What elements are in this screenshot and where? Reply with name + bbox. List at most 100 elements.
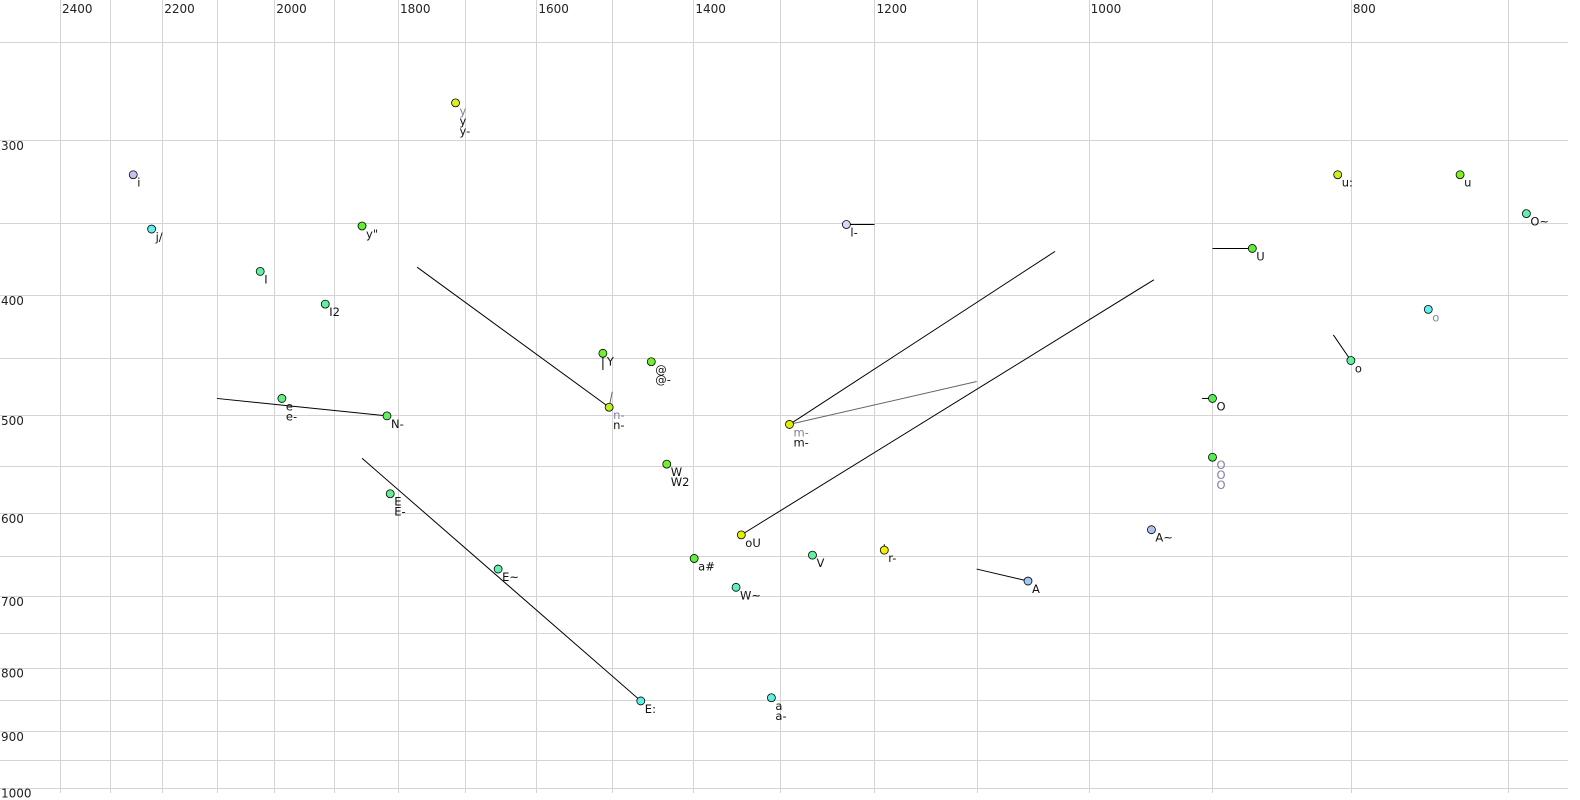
point-label: O	[1216, 458, 1225, 472]
point-label: Y	[606, 354, 615, 368]
trajectory-line	[1332, 334, 1352, 361]
point-marker	[646, 357, 656, 367]
vowel-point: EE-	[385, 489, 406, 519]
vowel-point: OOO	[1208, 452, 1226, 492]
vowel-point: W~	[731, 582, 761, 602]
point-label: y-	[460, 124, 471, 138]
point-marker	[1333, 170, 1343, 180]
point-label: e-	[286, 409, 297, 423]
point-label: E-	[394, 505, 405, 519]
point-label: y	[460, 104, 467, 118]
vowel-point: a#	[689, 554, 715, 573]
point-label: A~	[1155, 531, 1173, 545]
vowel-point: i	[128, 170, 140, 190]
vowel-point: oU	[736, 530, 761, 550]
point-label: a#	[698, 559, 715, 573]
vowel-point: j/	[147, 224, 163, 244]
point-marker	[731, 582, 741, 592]
tick-labels: 2400 2200 2000 1800 1600 1400 1200 1000 800 300 40…	[1, 2, 1376, 800]
point-marker	[255, 267, 265, 276]
vowel-point: u:	[1333, 170, 1353, 190]
vowel-point: r-	[879, 545, 896, 565]
point-label: n-	[613, 418, 624, 432]
x-tick-label: 1400	[695, 2, 726, 16]
point-marker	[451, 98, 460, 108]
point-marker	[277, 394, 287, 403]
point-marker	[1247, 244, 1257, 253]
point-marker	[662, 459, 672, 469]
vowel-point: ee-	[277, 394, 297, 423]
point-label: I2	[329, 305, 340, 319]
point-label: y"	[366, 227, 378, 241]
point-marker	[320, 299, 330, 309]
point-marker	[736, 530, 746, 540]
point-label: oU	[745, 536, 760, 550]
point-label: E	[394, 495, 401, 509]
point-label: E~	[502, 570, 519, 584]
vowel-point: I	[255, 267, 268, 286]
point-label: a-	[775, 709, 786, 723]
vowel-point: @@-	[646, 357, 671, 387]
point-label: W~	[740, 588, 761, 602]
point-label: u	[1464, 176, 1471, 190]
point-marker	[147, 224, 157, 234]
vowel-point: O	[1208, 394, 1226, 413]
vowel-point: Y	[598, 348, 615, 368]
vowel-point: E~	[493, 564, 519, 584]
point-label: l-	[850, 225, 857, 239]
point-label: N-	[391, 417, 404, 431]
vowel-point: yyy-	[451, 98, 471, 138]
trajectory-line	[789, 381, 977, 425]
x-tick-label: 1800	[400, 2, 431, 16]
y-tick-label: 900	[1, 730, 24, 744]
point-marker	[1208, 394, 1217, 403]
point-marker	[1423, 304, 1433, 314]
trajectory-line	[416, 266, 610, 408]
trajectory-line	[741, 279, 1155, 536]
point-label: V	[816, 556, 824, 570]
point-label: e	[286, 399, 293, 413]
x-tick-label: 2400	[62, 2, 93, 16]
point-label: m-	[793, 425, 808, 439]
vowel-point: aa-	[766, 693, 787, 723]
point-label: @-	[655, 373, 671, 387]
point-marker	[766, 693, 776, 703]
vowel-point: A	[1023, 576, 1040, 596]
vowel-point: m-m-	[785, 420, 809, 449]
point-marker	[1147, 525, 1156, 535]
vowel-point: WW2	[662, 459, 690, 489]
trajectory-line	[789, 250, 1056, 425]
point-marker	[1346, 356, 1356, 365]
point-label: A	[1032, 582, 1040, 596]
x-tick-label: 2200	[164, 2, 195, 16]
vowel-point: o	[1346, 356, 1362, 376]
point-marker	[841, 220, 851, 229]
point-marker	[493, 564, 503, 574]
x-tick-label: 1600	[538, 2, 569, 16]
trajectory-line	[216, 397, 388, 417]
point-label: a	[775, 699, 782, 713]
point-label: y	[460, 114, 467, 128]
point-label: I	[264, 272, 267, 286]
vowel-point: E:	[636, 696, 656, 716]
point-marker	[382, 411, 392, 421]
point-label: m-	[793, 435, 808, 449]
x-tick-label: 2000	[276, 2, 307, 16]
vowel-point: N-	[382, 411, 404, 431]
vowel-point: n-n-	[604, 402, 625, 432]
y-tick-label: 700	[1, 595, 24, 609]
point-marker	[1208, 452, 1217, 462]
point-label: @	[655, 363, 667, 377]
point-marker	[808, 550, 817, 560]
y-tick-label: 1000	[1, 787, 32, 800]
y-tick-label: 600	[1, 512, 24, 526]
point-marker	[357, 221, 367, 231]
vowel-point: o	[1423, 304, 1439, 324]
y-tick-label: 800	[1, 667, 24, 681]
y-tick-label: 300	[1, 139, 24, 153]
point-label: E:	[645, 702, 656, 716]
point-label: W2	[671, 475, 690, 489]
vowel-point: u	[1455, 170, 1471, 190]
